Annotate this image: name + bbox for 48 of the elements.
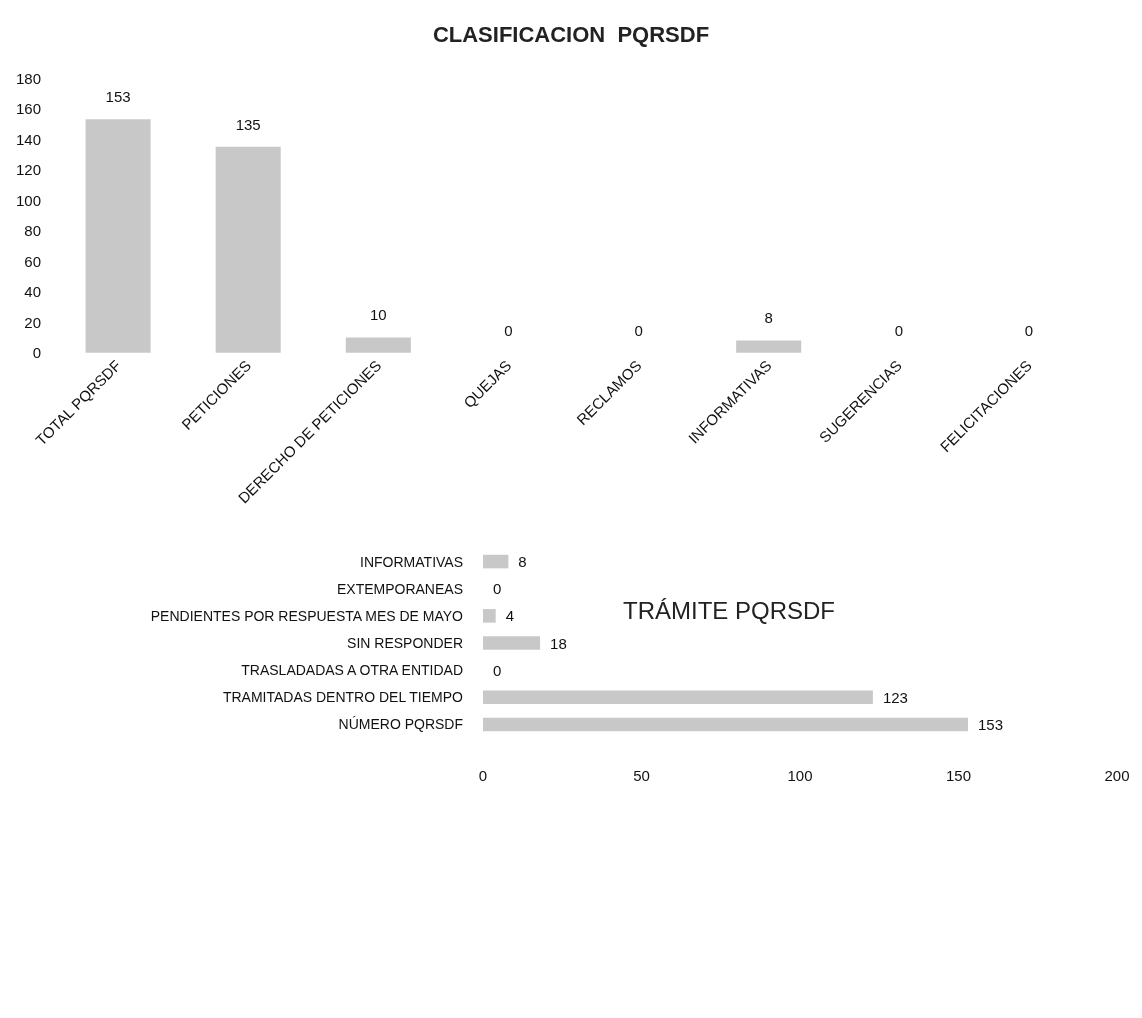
y-tick-label: NÚMERO PQRSDF [338, 716, 463, 733]
y-tick-label: 0 [32, 344, 41, 362]
y-tick-label: 160 [15, 100, 41, 118]
y-tick-label: PENDIENTES POR RESPUESTA MES DE MAYO [150, 607, 464, 624]
y-tick-label: 20 [24, 313, 41, 331]
bar [483, 636, 541, 650]
y-tick-label: 60 [24, 252, 41, 270]
data-label: 0 [493, 661, 502, 679]
data-label: 0 [634, 321, 643, 339]
y-tick-label: 120 [15, 161, 41, 179]
x-tick-label: 150 [945, 767, 972, 784]
y-tick-label: 40 [24, 283, 41, 301]
y-tick-label: EXTEMPORANEAS [336, 580, 463, 597]
data-label: 153 [105, 88, 131, 106]
x-tick-label: 200 [1104, 767, 1130, 784]
y-tick-label: 100 [15, 191, 41, 209]
data-label: 0 [894, 321, 903, 339]
data-label: 8 [518, 553, 527, 571]
data-label: 18 [550, 634, 567, 652]
y-tick-label: TRASLADADAS A OTRA ENTIDAD [241, 662, 463, 679]
bar [85, 119, 151, 353]
x-tick-label: 0 [478, 767, 488, 784]
bar [483, 609, 496, 623]
bar [345, 337, 411, 353]
x-tick-label: 100 [787, 767, 813, 784]
data-label: 0 [504, 321, 513, 339]
y-tick-label: 180 [15, 69, 41, 87]
y-tick-label: TRAMITADAS DENTRO DEL TIEMPO [222, 689, 464, 706]
y-tick-label: INFORMATIVAS [360, 553, 463, 570]
bar [215, 146, 281, 353]
bar [483, 690, 873, 705]
x-tick-label: 50 [633, 767, 650, 784]
data-label: 0 [1024, 321, 1034, 339]
data-label: 0 [493, 580, 502, 598]
data-label: 153 [978, 715, 1004, 733]
data-label: 4 [505, 607, 515, 625]
data-label: 10 [369, 306, 387, 324]
y-tick-label: 140 [15, 130, 41, 148]
text: TRÁMITE PQRSDF [623, 596, 836, 624]
bar [736, 340, 802, 353]
y-tick-label: SIN RESPONDER [347, 635, 463, 651]
data-label: 135 [235, 115, 261, 133]
data-label: 8 [764, 309, 773, 327]
y-tick-label: 80 [24, 222, 41, 240]
bar [483, 554, 509, 569]
chart-title: CLASIFICACION PQRSDF [432, 21, 710, 47]
bar [483, 717, 969, 732]
data-label: 123 [882, 688, 908, 706]
